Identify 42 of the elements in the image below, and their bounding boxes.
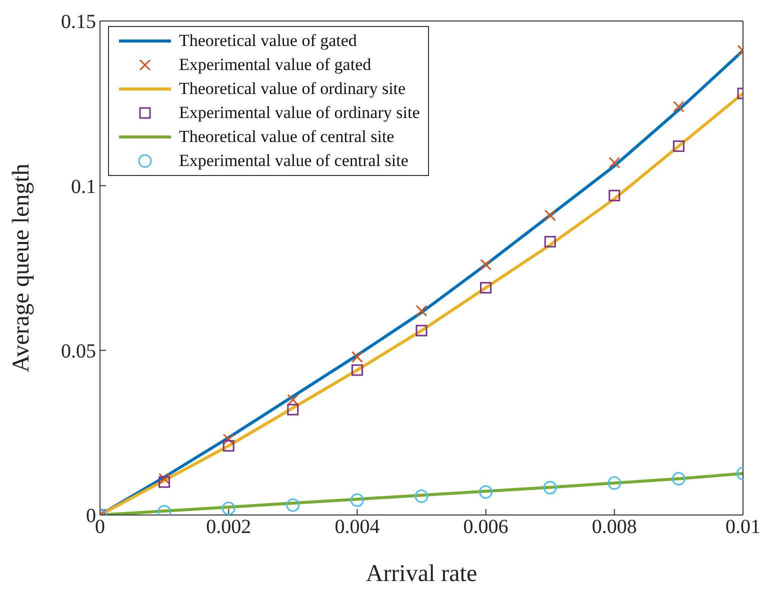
point	[608, 190, 620, 202]
x-tick-label: 0.004	[334, 516, 380, 538]
point	[222, 434, 234, 446]
point	[351, 351, 363, 363]
point	[416, 305, 428, 317]
point	[480, 282, 492, 294]
point	[222, 440, 234, 452]
y-axis-title: Average queue length	[8, 164, 35, 372]
point	[543, 480, 557, 494]
y-tick-label: 0.05	[61, 340, 96, 362]
point	[672, 472, 686, 486]
point	[544, 236, 556, 248]
point	[287, 394, 299, 406]
point	[414, 489, 428, 503]
point	[416, 324, 428, 336]
legend-label: Theoretical value of ordinary site	[179, 78, 406, 100]
x-axis-title: Arrival rate	[366, 561, 478, 587]
point	[672, 140, 684, 152]
x-tick-label: 0.008	[592, 516, 637, 538]
legend-label: Theoretical value of gated	[179, 30, 357, 52]
y-tick-label: 0.15	[61, 11, 96, 34]
legend-label: Experimental value of central site	[179, 150, 408, 172]
point	[544, 210, 556, 222]
legend-label: Experimental value of ordinary site	[179, 102, 420, 124]
point	[608, 156, 620, 168]
point	[158, 476, 170, 488]
point	[350, 493, 364, 507]
y-tick-label: 0.1	[71, 176, 96, 198]
x-tick-label: 0.002	[206, 516, 252, 538]
point	[158, 473, 170, 485]
point	[608, 476, 622, 490]
point	[286, 498, 300, 512]
point	[287, 404, 299, 416]
legend-label: Experimental value of gated	[179, 54, 372, 76]
point	[479, 485, 493, 499]
legend-label: Theoretical value of central site	[179, 126, 394, 148]
point	[222, 502, 236, 515]
point	[480, 258, 492, 270]
point	[351, 364, 363, 376]
x-tick-label: 0.006	[463, 516, 508, 538]
point	[672, 100, 684, 112]
x-tick-label: 0.01	[726, 516, 760, 538]
